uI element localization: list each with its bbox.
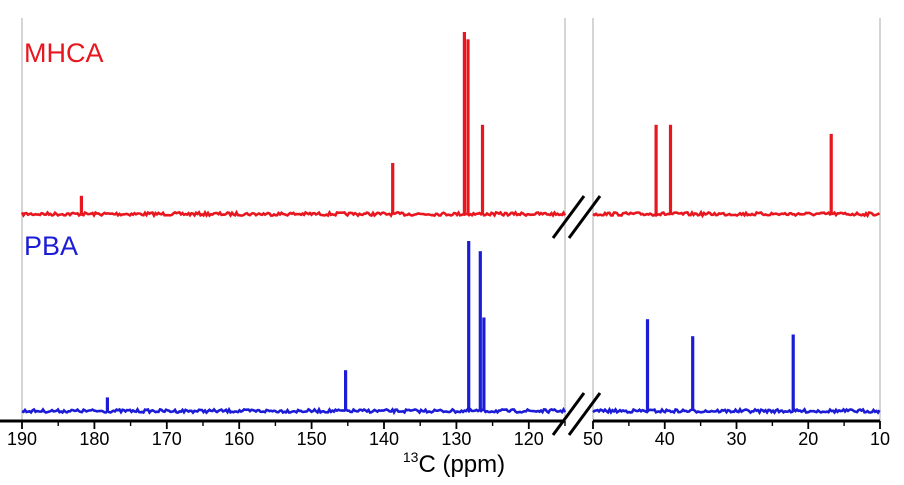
- x-tick-label-150: 150: [297, 429, 327, 449]
- peak-mhca-6: [654, 124, 658, 214]
- series-mhca: [20, 32, 881, 219]
- peak-mhca-8: [829, 133, 833, 214]
- x-tick-label-130: 130: [441, 429, 471, 449]
- break-mark-pba-right: [567, 392, 602, 436]
- series-layer: [20, 32, 881, 416]
- peak-pba-8: [791, 334, 795, 411]
- break-mark-mhca: [551, 195, 602, 239]
- peak-mhca-2: [391, 163, 395, 214]
- peak-pba-2: [344, 370, 348, 411]
- peak-mhca-4: [466, 39, 470, 214]
- baseline-mhca-segment-1: [20, 209, 567, 219]
- x-tick-label-20: 20: [798, 429, 818, 449]
- x-tick-label-170: 170: [152, 429, 182, 449]
- peak-pba-4: [478, 251, 482, 411]
- x-tick-label-160: 160: [224, 429, 254, 449]
- x-axis-label-superscript: 13: [403, 449, 419, 465]
- x-tick-label-120: 120: [514, 429, 544, 449]
- baseline-pba-segment-2: [592, 406, 881, 416]
- x-tick-label-40: 40: [655, 429, 675, 449]
- label-layer: MHCA PBA: [24, 38, 104, 261]
- x-tick-label-180: 180: [79, 429, 109, 449]
- peak-pba-6: [645, 319, 650, 411]
- series-pba: [21, 241, 881, 416]
- baseline-mhca-segment-2: [592, 209, 881, 219]
- peak-pba-1: [105, 397, 109, 411]
- frame-layer: [21, 18, 881, 421]
- peak-pba-3: [467, 241, 471, 411]
- break-mark-pba: [551, 392, 602, 436]
- x-axis-label-main: C (ppm): [418, 451, 505, 478]
- peak-pba-7: [691, 336, 695, 411]
- peak-mhca-7: [668, 124, 673, 214]
- break-mark-mhca-left: [551, 195, 586, 239]
- break-mark-mhca-right: [567, 195, 602, 239]
- axis-layer: 190 180 170 160 150 140 130 120 50 40 30 20 10: [0, 195, 890, 449]
- x-tick-label-30: 30: [726, 429, 746, 449]
- break-mark-pba-left: [551, 392, 586, 436]
- peak-pba-5: [482, 317, 486, 411]
- peak-mhca-5: [480, 124, 485, 214]
- x-tick-label-50: 50: [583, 429, 603, 449]
- x-tick-label-190: 190: [7, 429, 37, 449]
- x-axis-label: 13C (ppm): [403, 449, 505, 478]
- peak-mhca-3: [462, 32, 466, 214]
- x-tick-label-140: 140: [369, 429, 399, 449]
- peak-mhca-1: [79, 195, 83, 214]
- x-tick-label-10: 10: [870, 429, 890, 449]
- series-label-pba: PBA: [24, 231, 78, 261]
- series-label-mhca: MHCA: [24, 38, 104, 68]
- baseline-pba-segment-1: [21, 406, 567, 416]
